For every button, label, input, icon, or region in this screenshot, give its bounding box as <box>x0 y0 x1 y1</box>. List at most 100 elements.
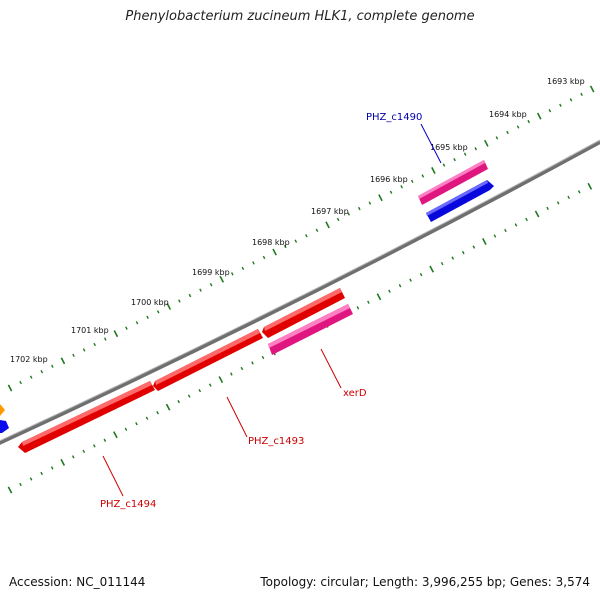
minor-tick <box>82 449 86 454</box>
minor-tick <box>461 250 465 255</box>
minor-tick <box>451 256 455 260</box>
minor-tick <box>72 353 75 358</box>
major-tick <box>431 167 436 174</box>
minor-tick <box>19 482 22 487</box>
minor-tick <box>495 136 499 140</box>
gene-xerD-red[interactable] <box>262 288 345 338</box>
minor-tick <box>472 245 476 249</box>
scale-labels: 1693 kbp 1694 kbp 1695 kbp 1696 kbp 1697… <box>10 77 585 364</box>
major-tick <box>587 182 593 190</box>
minor-tick <box>347 212 351 216</box>
minor-tick <box>548 109 552 113</box>
gene-partial-blue[interactable] <box>0 420 9 433</box>
minor-tick <box>93 444 96 448</box>
major-tick <box>60 458 66 466</box>
major-tick <box>7 384 13 392</box>
minor-tick <box>516 125 520 129</box>
minor-tick <box>525 217 528 222</box>
gene-partial-orange[interactable] <box>0 404 5 416</box>
minor-tick <box>569 98 573 102</box>
minor-tick <box>124 427 128 431</box>
leader-line-xerD <box>320 348 342 389</box>
major-tick <box>218 376 224 384</box>
minor-tick <box>463 152 467 156</box>
minor-tick <box>527 119 530 124</box>
gene-label-xerD[interactable]: xerD <box>343 388 367 399</box>
minor-tick <box>389 190 393 194</box>
gene-label-PHZ_c1493[interactable]: PHZ_c1493 <box>248 436 304 447</box>
minor-tick <box>493 234 497 238</box>
minor-tick <box>50 466 54 470</box>
minor-tick <box>178 299 181 303</box>
gene-xerD-pink[interactable] <box>268 304 353 355</box>
minor-tick <box>199 288 202 292</box>
minor-tick <box>230 272 234 276</box>
genome-backbone <box>0 140 600 445</box>
leader-line-PHZ_c1490 <box>420 123 442 164</box>
major-tick <box>429 265 434 273</box>
scale-label: 1698 kbp <box>252 238 290 247</box>
minor-tick <box>187 394 191 398</box>
accession-label: Accession: NC_011144 <box>9 575 146 589</box>
scale-label: 1694 kbp <box>489 110 527 119</box>
minor-tick <box>198 388 202 393</box>
scale-label: 1699 kbp <box>192 268 230 277</box>
minor-tick <box>240 366 244 371</box>
major-tick <box>534 210 540 218</box>
minor-tick <box>241 266 245 271</box>
scale-label: 1696 kbp <box>370 175 408 184</box>
minor-tick <box>29 375 33 379</box>
scale-label: 1702 kbp <box>10 355 48 364</box>
minor-tick <box>504 228 507 233</box>
minor-tick <box>283 244 287 249</box>
minor-tick <box>103 438 107 442</box>
minor-tick <box>368 201 372 205</box>
minor-tick <box>567 195 571 200</box>
minor-tick <box>440 261 444 266</box>
outer-tick-ring <box>7 85 595 392</box>
gene-PHZ_c1490-pink[interactable] <box>418 160 488 205</box>
minor-tick <box>252 261 255 265</box>
leader-line-PHZ_c1493 <box>226 396 248 438</box>
major-tick <box>60 357 66 365</box>
scale-label: 1700 kbp <box>131 298 169 307</box>
major-tick <box>482 238 487 245</box>
gene-label-PHZ_c1494[interactable]: PHZ_c1494 <box>100 499 156 510</box>
minor-tick <box>421 174 425 178</box>
minor-tick <box>29 477 33 481</box>
major-tick <box>7 486 13 494</box>
minor-tick <box>230 372 233 376</box>
genome-backbone-highlight <box>0 139 600 442</box>
major-tick <box>166 302 172 310</box>
minor-tick <box>82 348 86 352</box>
minor-tick <box>208 383 212 387</box>
major-tick <box>113 431 118 439</box>
minor-tick <box>367 300 370 304</box>
minor-tick <box>135 422 138 426</box>
gene-PHZ_c1493[interactable] <box>153 329 263 391</box>
minor-tick <box>358 206 361 211</box>
major-tick <box>113 330 119 338</box>
scale-label: 1693 kbp <box>547 77 585 86</box>
inner-tick-ring <box>7 182 593 494</box>
gene-label-PHZ_c1490[interactable]: PHZ_c1490 <box>366 112 422 123</box>
minor-tick <box>410 179 414 184</box>
map-title: Phenylobacterium zucineum HLK1, complete… <box>125 9 475 24</box>
minor-tick <box>336 217 340 222</box>
gene-PHZ_c1494[interactable] <box>18 381 155 453</box>
minor-tick <box>356 306 360 310</box>
minor-tick <box>559 103 562 107</box>
minor-tick <box>146 315 149 319</box>
minor-tick <box>251 361 254 365</box>
minor-tick <box>556 201 560 205</box>
minor-tick <box>262 255 266 260</box>
gene-PHZ_c1490-blue[interactable] <box>426 180 494 222</box>
minor-tick <box>93 342 96 347</box>
major-tick <box>219 275 225 283</box>
minor-tick <box>40 471 43 476</box>
major-tick <box>325 221 330 229</box>
minor-tick <box>40 370 44 374</box>
minor-tick <box>209 283 213 287</box>
minor-tick <box>188 293 192 298</box>
